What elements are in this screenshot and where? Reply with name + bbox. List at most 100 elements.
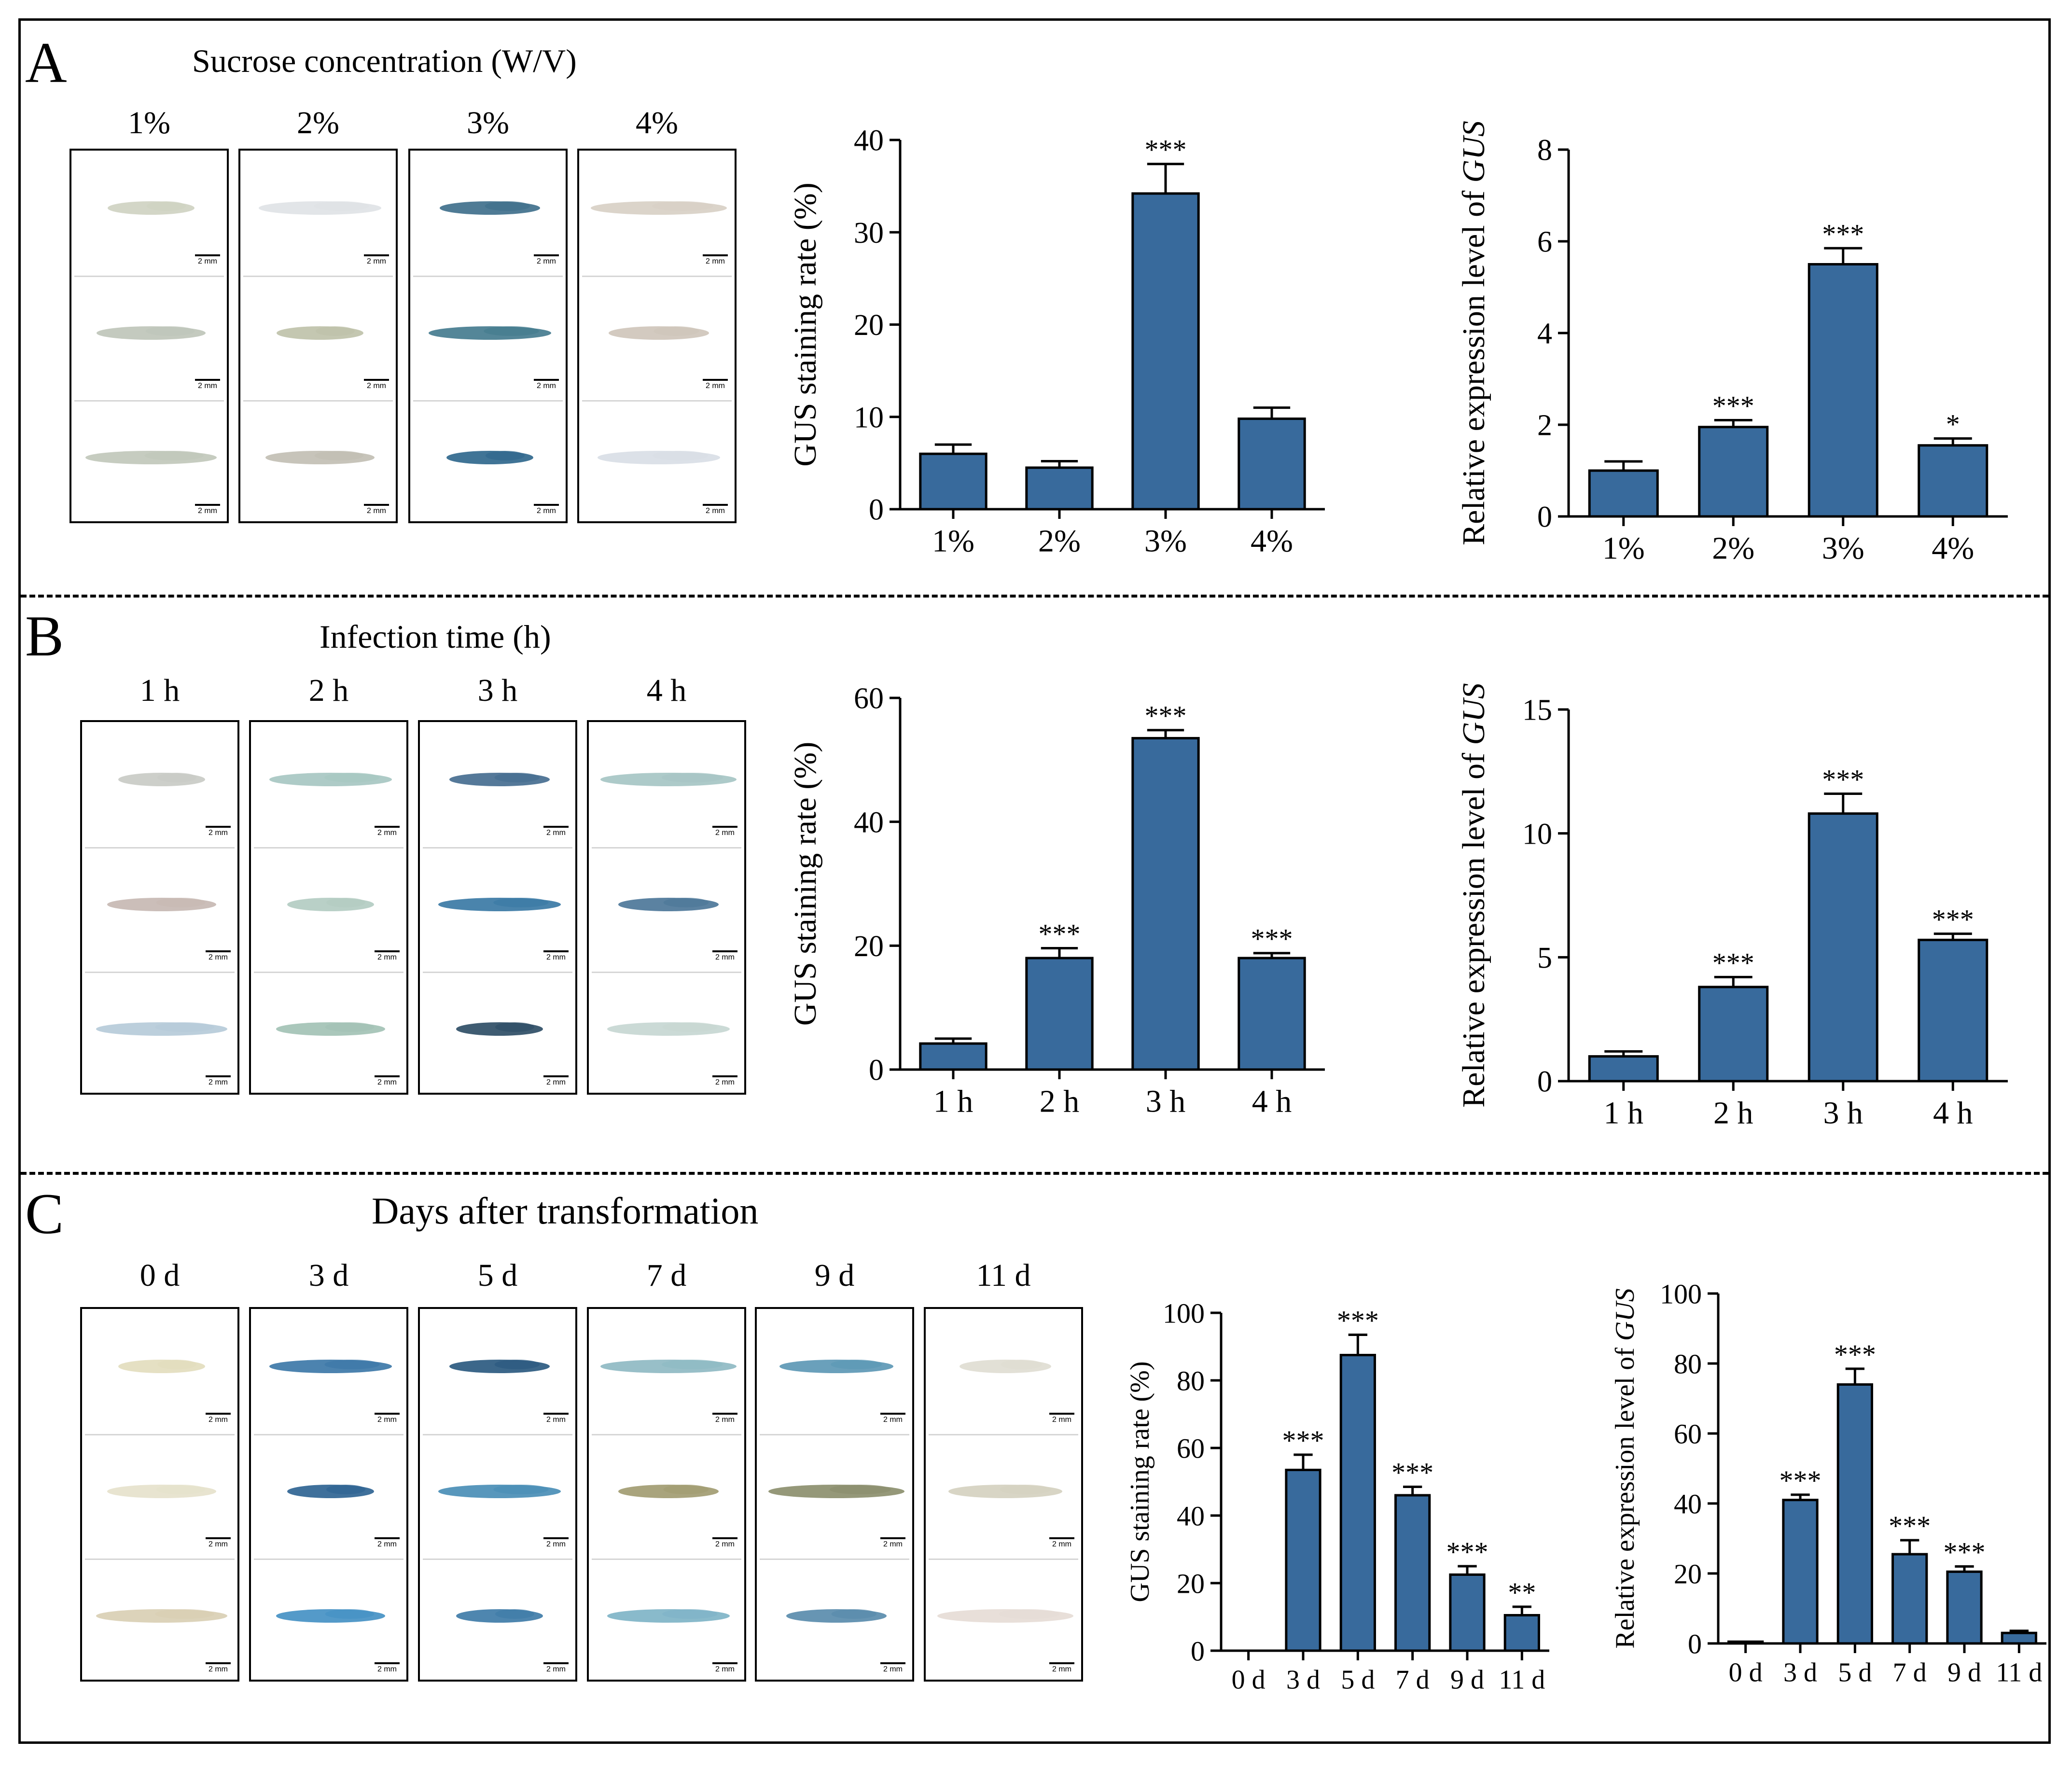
y-axis-label-text: Relative expression level of xyxy=(1456,182,1491,545)
y-axis-label: GUS staining rate (%) xyxy=(788,742,823,1026)
panel-letter-a: A xyxy=(25,30,67,95)
specimen-cell: 2 mm xyxy=(240,151,396,276)
bar xyxy=(1449,1573,1486,1652)
tissue-sample xyxy=(768,1484,904,1498)
tissue-sample xyxy=(618,1484,719,1498)
specimen-cell: 2 mm xyxy=(410,400,566,521)
tissue-sample xyxy=(269,1359,392,1373)
tissue-sample xyxy=(438,897,561,911)
x-tick-label: 7 d xyxy=(1396,1665,1430,1695)
cell-separator xyxy=(592,1558,741,1560)
chart-a-expression: 0 2 4 6 8 Relative expression level of GUS 1% 2… xyxy=(1456,121,2008,566)
x-tick-label: 9 d xyxy=(1947,1657,1981,1687)
photo-column-label: 9 d xyxy=(814,1258,855,1293)
bar xyxy=(2001,1631,2037,1645)
y-tick-label: 10 xyxy=(1522,818,1552,850)
scale-bar: 2 mm xyxy=(543,1662,569,1673)
scale-bar: 2 mm xyxy=(534,254,559,265)
specimen-cell: 2 mm xyxy=(410,151,566,276)
y-tick-label: 15 xyxy=(1522,694,1552,727)
x-tick-label: 7 d xyxy=(1893,1657,1927,1687)
scale-bar: 2 mm xyxy=(206,1662,231,1673)
scale-bar: 2 mm xyxy=(1049,1537,1074,1548)
x-tick-label: 2% xyxy=(1712,530,1754,566)
tissue-sample xyxy=(276,1609,385,1623)
scale-bar: 2 mm xyxy=(880,1412,905,1424)
scale-bar: 2 mm xyxy=(703,379,728,390)
scale-bar: 2 mm xyxy=(195,503,220,515)
x-tick-label: 5 d xyxy=(1838,1657,1872,1687)
tissue-sample xyxy=(265,451,375,465)
bar xyxy=(1285,1469,1321,1652)
x-tick-label: 5 d xyxy=(1341,1665,1375,1695)
tissue-sample xyxy=(287,1484,374,1498)
bar xyxy=(1782,1499,1819,1645)
specimen-cell: 2 mm xyxy=(757,1434,912,1559)
tissue-sample xyxy=(96,1609,227,1623)
y-tick-label: 40 xyxy=(854,125,884,157)
specimen-cell: 2 mm xyxy=(251,847,406,972)
specimen-photo-column: 2 mm 2 mm 2 mm xyxy=(755,1307,914,1682)
specimen-cell: 2 mm xyxy=(420,722,575,847)
cell-separator xyxy=(582,275,732,277)
significance-mark: *** xyxy=(1391,1457,1433,1489)
x-tick-label: 2 h xyxy=(1713,1095,1753,1130)
tissue-sample xyxy=(276,1022,385,1036)
tissue-sample xyxy=(607,1609,730,1623)
bar xyxy=(1339,1354,1376,1652)
divider-ab xyxy=(21,595,2048,598)
tissue-sample xyxy=(449,772,550,786)
tissue-sample xyxy=(277,326,363,340)
tissue-sample xyxy=(449,1359,550,1373)
y-tick-label: 80 xyxy=(1674,1348,1702,1379)
tissue-sample xyxy=(618,897,719,911)
y-tick-label: 0 xyxy=(1537,501,1552,534)
scale-bar: 2 mm xyxy=(195,379,220,390)
y-tick-label: 2 xyxy=(1537,409,1552,442)
x-tick-label: 11 d xyxy=(1996,1657,2042,1687)
scale-bar: 2 mm xyxy=(880,1662,905,1673)
y-tick-label: 60 xyxy=(1674,1418,1702,1449)
x-tick-label: 1% xyxy=(1602,530,1645,566)
bar xyxy=(1808,812,1878,1083)
bar xyxy=(1131,737,1200,1071)
y-tick-label: 20 xyxy=(854,930,884,963)
scale-bar: 2 mm xyxy=(543,1537,569,1548)
y-axis-label: GUS staining rate (%) xyxy=(788,182,823,466)
scale-bar: 2 mm xyxy=(543,1412,569,1424)
cell-separator xyxy=(85,1558,235,1560)
scale-bar: 2 mm xyxy=(206,1075,231,1086)
cell-separator xyxy=(254,847,403,849)
x-tick-label: 3% xyxy=(1144,523,1187,558)
specimen-cell: 2 mm xyxy=(420,1434,575,1559)
specimen-cell: 2 mm xyxy=(82,1558,237,1680)
y-tick-label: 20 xyxy=(854,309,884,342)
photo-column-label: 5 d xyxy=(477,1258,518,1293)
tissue-sample xyxy=(107,1484,216,1498)
photo-column-label: 11 d xyxy=(976,1258,1031,1293)
significance-mark: *** xyxy=(1944,1537,1986,1568)
x-tick-label: 3 d xyxy=(1783,1657,1817,1687)
cell-separator xyxy=(592,972,741,974)
bar xyxy=(1698,986,1769,1083)
x-tick-label: 3 h xyxy=(1823,1095,1863,1130)
bar xyxy=(1808,263,1878,518)
scale-bar: 2 mm xyxy=(375,1075,400,1086)
specimen-cell: 2 mm xyxy=(82,847,237,972)
y-tick-label: 60 xyxy=(854,682,884,715)
bar xyxy=(1918,938,1989,1083)
scale-bar: 2 mm xyxy=(364,254,389,265)
significance-mark: *** xyxy=(1251,923,1293,955)
cell-separator xyxy=(74,400,224,402)
specimen-cell: 2 mm xyxy=(71,151,227,276)
cell-separator xyxy=(413,275,563,277)
chart-c-staining: 0 20 40 60 80 100 GUS staining rate (%) 0 d 3 d *… xyxy=(1125,1297,1549,1695)
specimen-cell: 2 mm xyxy=(757,1309,912,1434)
specimen-cell: 2 mm xyxy=(579,151,735,276)
tissue-sample xyxy=(456,1609,543,1623)
scale-bar: 2 mm xyxy=(703,503,728,515)
cell-separator xyxy=(243,275,393,277)
x-tick-label: 2 h xyxy=(1040,1084,1080,1119)
x-tick-label: 4 h xyxy=(1933,1095,1973,1130)
cell-separator xyxy=(413,400,563,402)
